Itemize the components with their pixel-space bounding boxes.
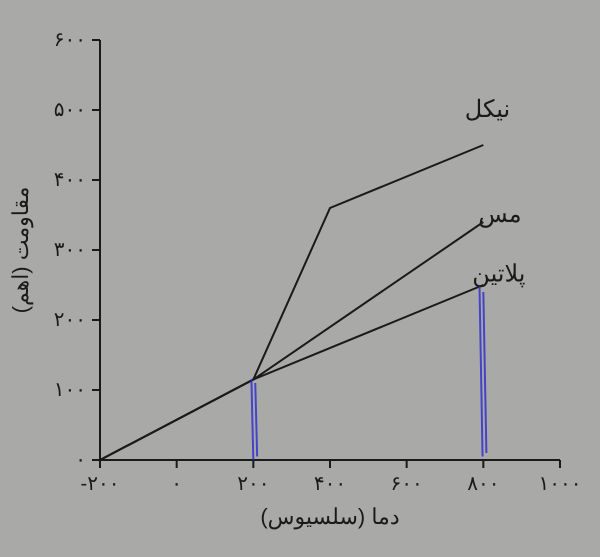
series-platinum xyxy=(100,285,483,460)
series-copper xyxy=(100,222,483,460)
y-axis-title: مقاومت (اهم) xyxy=(8,187,34,314)
x-tick-label: ۸۰۰ xyxy=(467,473,499,495)
y-tick-label: ۶۰۰ xyxy=(54,29,86,51)
chart-svg: -۲۰۰۰۲۰۰۴۰۰۶۰۰۸۰۰۱۰۰۰دما (سلسیوس)۰۱۰۰۲۰۰… xyxy=(0,0,600,557)
y-tick-label: ۰ xyxy=(75,449,86,471)
y-tick-label: ۲۰۰ xyxy=(54,309,86,331)
pen-mark xyxy=(483,292,486,453)
x-tick-label: -۲۰۰ xyxy=(81,473,120,495)
x-tick-label: ۱۰۰۰ xyxy=(539,473,582,495)
y-tick-label: ۴۰۰ xyxy=(54,169,86,191)
series-nickel xyxy=(100,145,483,460)
resistance-chart: -۲۰۰۰۲۰۰۴۰۰۶۰۰۸۰۰۱۰۰۰دما (سلسیوس)۰۱۰۰۲۰۰… xyxy=(0,0,600,557)
series-label-copper: مس xyxy=(478,201,521,228)
y-tick-label: ۱۰۰ xyxy=(54,379,86,401)
x-tick-label: ۰ xyxy=(171,473,182,495)
x-axis-title: دما (سلسیوس) xyxy=(260,504,399,530)
pen-mark xyxy=(255,383,257,457)
x-tick-label: ۶۰۰ xyxy=(391,473,423,495)
x-tick-label: ۲۰۰ xyxy=(237,473,269,495)
pen-mark xyxy=(480,286,483,456)
x-tick-label: ۴۰۰ xyxy=(314,473,346,495)
y-tick-label: ۳۰۰ xyxy=(54,239,86,261)
y-tick-label: ۵۰۰ xyxy=(54,99,86,121)
pen-mark xyxy=(251,380,253,461)
series-label-nickel: نیکل xyxy=(465,96,510,123)
series-label-platinum: پلاتین xyxy=(472,261,525,288)
